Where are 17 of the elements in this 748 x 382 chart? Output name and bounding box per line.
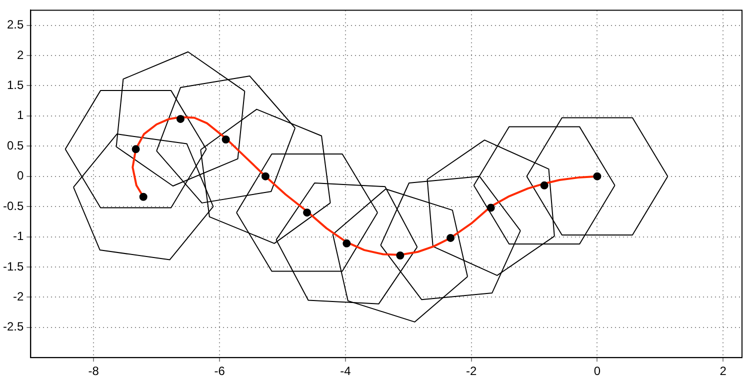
y-tick-label: 1 <box>16 108 24 122</box>
x-tick-label: 0 <box>594 364 601 378</box>
y-tick-label: 2 <box>16 48 24 62</box>
x-tick-label: 2 <box>720 364 727 378</box>
y-tick-label: -0.5 <box>2 198 24 213</box>
y-tick-label: -2.5 <box>2 320 24 334</box>
y-tick-label: 0.5 <box>6 138 24 152</box>
y-tick-label: -1.5 <box>2 259 24 274</box>
x-tick-label: -4 <box>340 364 352 378</box>
x-tick-label: -2 <box>466 364 477 378</box>
x-tick-label: -8 <box>88 364 100 378</box>
y-tick-label: -1 <box>13 229 24 244</box>
y-tick-label: 0 <box>16 168 24 183</box>
y-tick-label: 2.5 <box>6 18 24 32</box>
x-tick-label: -6 <box>214 364 226 378</box>
y-tick-label: 1.5 <box>6 78 24 92</box>
y-tick-label: -2 <box>13 289 24 304</box>
